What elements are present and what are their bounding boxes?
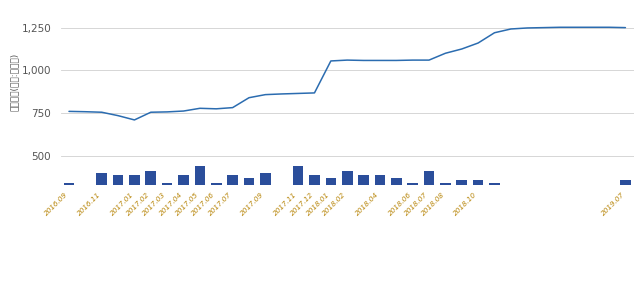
Bar [244, 178, 254, 185]
Bar [63, 183, 74, 185]
Bar [489, 183, 500, 185]
Bar [391, 178, 402, 185]
Bar [326, 178, 336, 185]
Bar [424, 171, 435, 185]
Bar [292, 166, 303, 185]
Bar [620, 180, 631, 185]
Bar [129, 176, 140, 185]
Bar [440, 183, 451, 185]
Bar [145, 171, 156, 185]
Bar [97, 173, 107, 185]
Bar [342, 171, 353, 185]
Bar [473, 180, 483, 185]
Bar [195, 166, 205, 185]
Bar [309, 176, 320, 185]
Y-axis label: 거래금액(단위:백만원): 거래금액(단위:백만원) [10, 53, 19, 111]
Bar [178, 176, 189, 185]
Bar [374, 176, 385, 185]
Bar [211, 183, 221, 185]
Bar [113, 176, 124, 185]
Bar [407, 183, 418, 185]
Bar [260, 173, 271, 185]
Bar [162, 183, 173, 185]
Bar [358, 176, 369, 185]
Bar [227, 176, 238, 185]
Bar [456, 180, 467, 185]
